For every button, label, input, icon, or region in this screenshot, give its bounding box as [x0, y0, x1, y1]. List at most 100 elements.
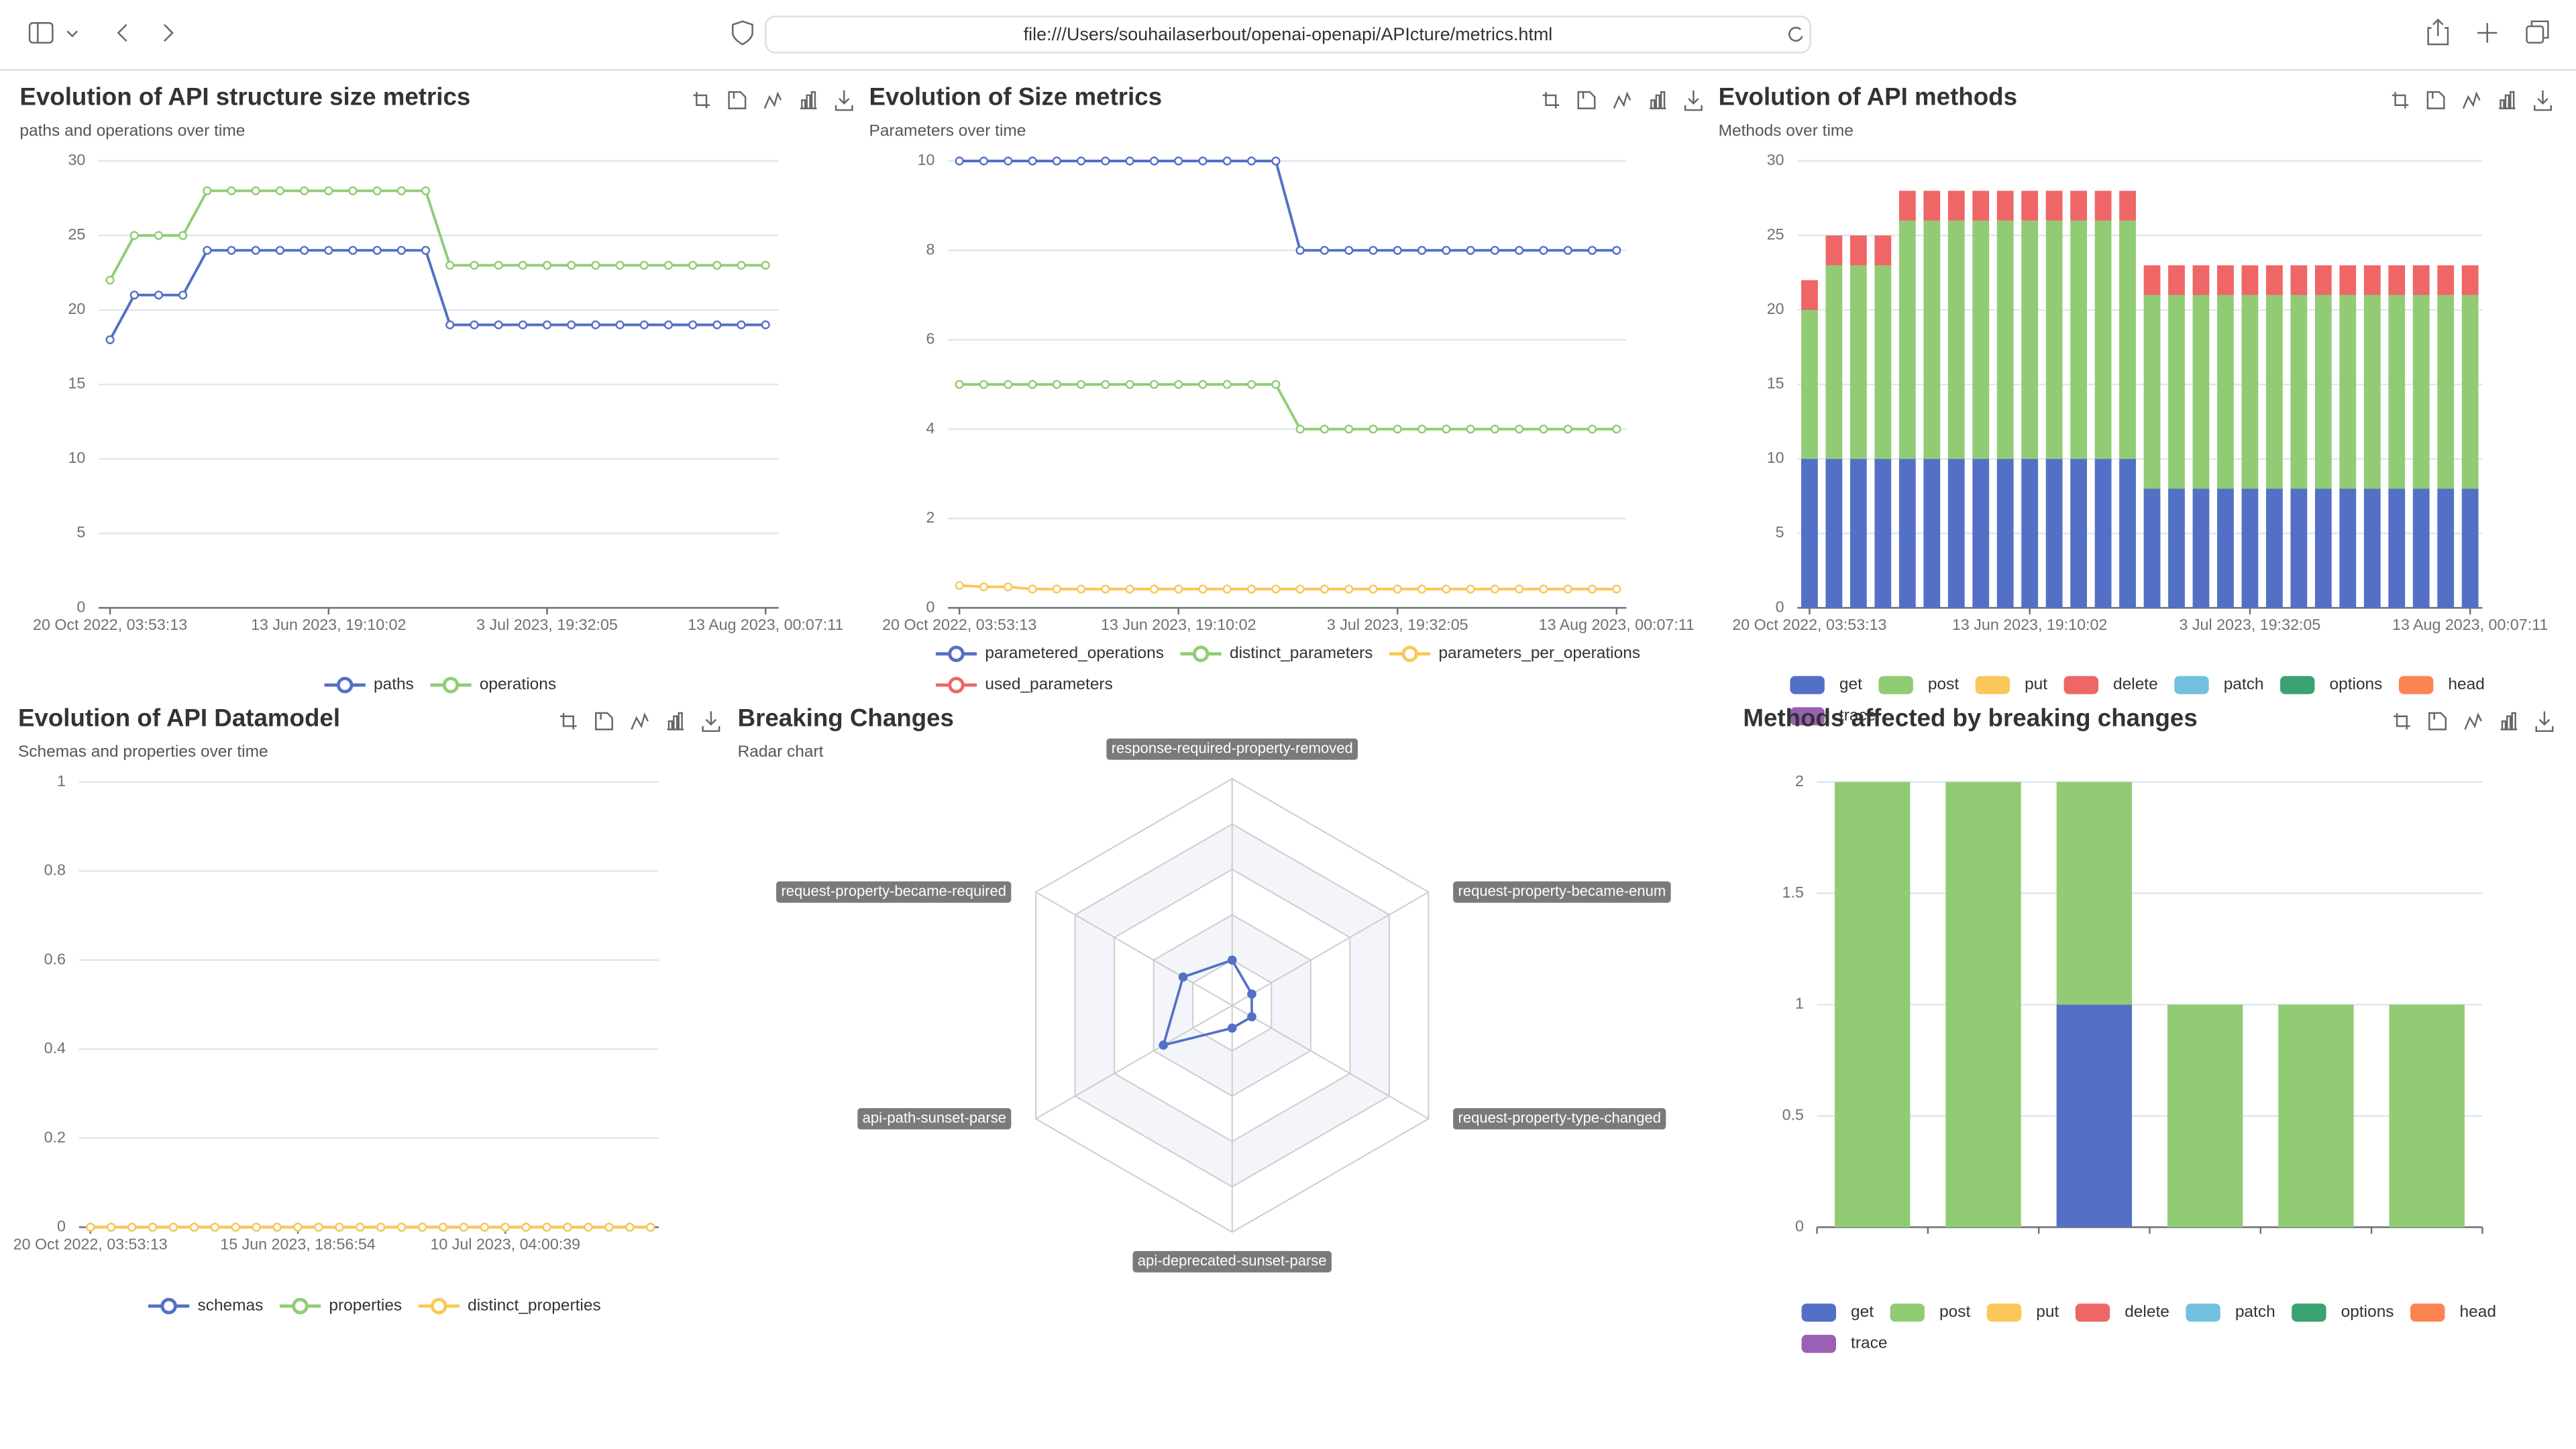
data-point: [1125, 584, 1134, 594]
legend-item[interactable]: distinct_parameters: [1180, 644, 1373, 662]
data-point: [663, 260, 674, 270]
legend-symbol: [2174, 676, 2209, 694]
legend-item[interactable]: parameters_per_operations: [1389, 644, 1640, 662]
toolbox-button[interactable]: [2464, 712, 2483, 730]
legend-item[interactable]: get: [1790, 676, 1862, 694]
indicator-name: api-path-sunset-parse: [863, 1110, 1006, 1126]
toolbox-button[interactable]: [1577, 91, 1596, 109]
legend-item[interactable]: parametered_operations: [935, 644, 1164, 662]
legend-item[interactable]: post: [1878, 676, 1959, 694]
legend-symbol: [1975, 676, 2010, 694]
legend-item[interactable]: head: [2398, 676, 2485, 694]
reload-button[interactable]: [1788, 27, 1803, 42]
legend-item[interactable]: post: [1890, 1303, 1971, 1322]
bar-segment: [2119, 459, 2136, 608]
chart-toolbox: [2394, 711, 2554, 733]
data-point: [639, 320, 649, 329]
indicator-label: request-property-became-required: [776, 881, 1012, 903]
toolbox-button[interactable]: [2535, 711, 2554, 733]
toolbox-button[interactable]: [763, 91, 782, 109]
data-point: [979, 380, 989, 389]
data-point: [376, 1222, 386, 1232]
toolbox-button[interactable]: [2462, 91, 2481, 109]
bar-segment: [1996, 220, 2014, 460]
legend-item[interactable]: delete: [2075, 1303, 2169, 1322]
legend-item[interactable]: trace: [1790, 706, 1876, 726]
privacy-icon[interactable]: [732, 20, 753, 46]
toolbox-button[interactable]: [1684, 90, 1703, 111]
legend: paths operations: [324, 676, 556, 694]
toolbox-button[interactable]: [835, 90, 853, 111]
forward-button[interactable]: [164, 23, 174, 42]
legend: schemas properties distinct_properties: [148, 1296, 601, 1314]
data-point: [1052, 584, 1061, 594]
legend-item[interactable]: schemas: [148, 1296, 263, 1314]
legend-symbol: [2292, 1303, 2326, 1322]
data-point: [251, 186, 260, 196]
new-tab-button[interactable]: [2477, 23, 2498, 43]
bar-segment: [1849, 459, 1867, 608]
toolbox-button[interactable]: [2499, 91, 2516, 109]
bar-segment: [1972, 220, 1990, 460]
bar-segment: [1923, 459, 1941, 608]
legend-item[interactable]: delete: [2063, 676, 2158, 694]
toolbox-button[interactable]: [2428, 712, 2447, 731]
legend-item[interactable]: used_parameters: [935, 676, 1113, 694]
toolbox-button[interactable]: [2500, 712, 2518, 731]
legend-item[interactable]: trace: [1801, 1334, 1888, 1353]
data-point: [1222, 584, 1232, 594]
legend-item[interactable]: get: [1801, 1303, 1874, 1322]
toolbox-button[interactable]: [1613, 91, 1631, 109]
data-point: [299, 246, 309, 255]
legend-item[interactable]: patch: [2174, 676, 2264, 694]
back-button[interactable]: [117, 23, 127, 42]
data-point: [314, 1222, 323, 1232]
data-point: [1417, 246, 1427, 255]
toolbox-button[interactable]: [595, 712, 613, 731]
legend-item[interactable]: patch: [2186, 1303, 2275, 1322]
tabs-button[interactable]: [2526, 20, 2549, 44]
legend-item[interactable]: paths: [324, 676, 414, 694]
toolbox-button[interactable]: [728, 91, 747, 109]
sidebar-button[interactable]: [28, 22, 78, 44]
toolbox-button[interactable]: [2534, 90, 2553, 111]
legend-item[interactable]: put: [1986, 1303, 2059, 1322]
legend-item[interactable]: head: [2410, 1303, 2496, 1322]
data-point: [521, 1222, 531, 1232]
bar-segment: [2119, 191, 2136, 221]
data-point: [421, 246, 431, 255]
legend-item[interactable]: distinct_properties: [418, 1296, 601, 1314]
data-point: [1198, 584, 1208, 594]
legend-item[interactable]: properties: [279, 1296, 402, 1314]
toolbox-button[interactable]: [1542, 92, 1560, 109]
toolbox-button[interactable]: [2394, 712, 2410, 730]
bar-segment: [1898, 220, 1916, 460]
data-point: [178, 290, 188, 300]
bar-segment: [2314, 294, 2332, 489]
legend-item[interactable]: put: [1975, 676, 2048, 694]
data-point: [663, 320, 674, 329]
url-bar[interactable]: [765, 15, 1811, 54]
series-line: [959, 160, 1617, 252]
data-point: [615, 260, 625, 270]
radar-axis: [1035, 891, 1233, 1006]
legend-item[interactable]: options: [2280, 676, 2382, 694]
bar-segment: [2388, 294, 2406, 489]
toolbox-button[interactable]: [631, 712, 649, 730]
chart-title: Evolution of API structure size metrics: [19, 83, 470, 111]
data-point: [148, 1222, 158, 1232]
data-point: [1563, 425, 1572, 434]
toolbox-button[interactable]: [693, 92, 710, 109]
data-point: [646, 1222, 655, 1232]
toolbox-button[interactable]: [1650, 91, 1666, 109]
toolbox-button[interactable]: [800, 91, 817, 109]
toolbox-button[interactable]: [2392, 92, 2409, 109]
share-button[interactable]: [2427, 18, 2449, 46]
toolbox-button[interactable]: [667, 712, 684, 731]
toolbox-button[interactable]: [560, 712, 577, 730]
toolbox-button[interactable]: [702, 711, 720, 733]
legend-item[interactable]: operations: [430, 676, 556, 694]
data-point: [1368, 584, 1378, 594]
toolbox-button[interactable]: [2426, 91, 2445, 109]
legend-item[interactable]: options: [2292, 1303, 2394, 1322]
